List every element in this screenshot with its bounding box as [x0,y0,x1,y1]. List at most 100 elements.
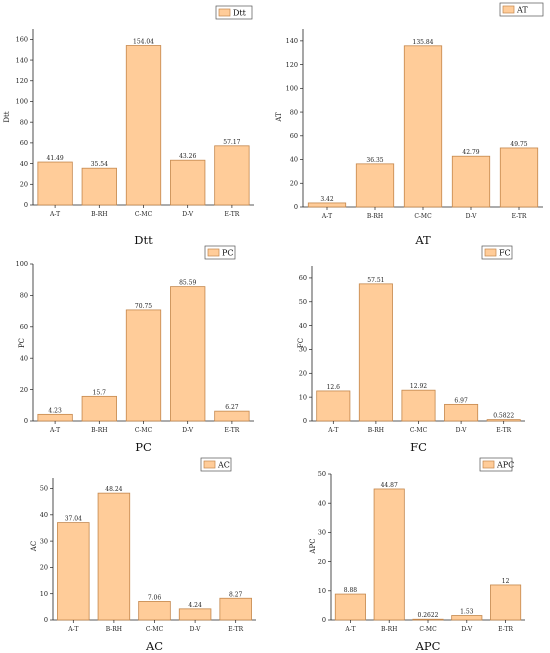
y-tick-label: 80 [20,292,28,300]
y-tick-label: 50 [40,485,48,493]
y-tick-label: 50 [299,298,307,306]
x-tick-label: C-MC [146,626,164,633]
y-axis-title: FC [297,338,305,348]
y-tick-label: 40 [290,156,298,164]
y-tick-label: 60 [290,132,298,140]
bar-a-t [37,413,73,422]
legend: AT [499,2,544,17]
x-tick-label: D-V [466,213,478,220]
bar-b-rh [373,488,405,621]
data-label: 0.2622 [418,612,439,619]
data-label: 6.27 [225,404,239,411]
x-tick-label: E-TR [512,213,527,220]
y-tick-label: 100 [16,98,28,106]
legend: AC [200,457,232,472]
y-tick-label: 0 [44,616,48,624]
bar-a-t [37,161,73,206]
data-label: 4.24 [188,602,202,609]
data-label: 57.17 [223,139,240,146]
x-tick-label: E-TR [224,427,239,434]
data-label: 44.87 [381,482,398,489]
y-axis-title: PC [18,338,26,348]
y-tick-label: 40 [20,354,28,362]
bar-d-v [178,608,212,621]
data-label: 3.42 [320,196,334,203]
bar-c-mc [125,45,162,206]
bar-d-v [170,159,206,206]
legend-label: AT [516,6,528,15]
data-label: 37.04 [65,516,82,523]
y-tick-label: 20 [318,558,326,566]
x-tick-label: C-MC [414,213,432,220]
x-tick-label: E-TR [496,427,511,434]
x-tick-label: A-T [49,427,60,434]
legend-swatch [482,460,495,469]
y-tick-label: 0 [24,417,28,425]
bar-b-rh [358,283,393,422]
x-tick-label: A-T [67,626,78,633]
data-label: 42.79 [462,149,479,156]
data-label: 8.88 [344,587,358,594]
chart-caption: AC [145,639,163,653]
y-tick-label: 60 [20,139,28,147]
legend: PC [204,245,236,260]
chart-panel-fc: 0 10 20 30 40 50 60 A-T 12.6 B-RH 57.51 C-MC 12.92 D-… [297,245,525,454]
legend-swatch [203,460,216,469]
data-label: 48.24 [105,486,122,493]
x-tick-label: D-V [182,427,194,434]
bar-c-mc [412,618,444,621]
x-tick-label: B-RH [381,626,397,633]
y-tick-label: 100 [286,85,298,93]
data-label: 49.75 [510,141,527,148]
chart-panel-at: 0 20 40 60 80 100 120 140 A-T 3.42 B-RH 36.35 C-MC 13… [275,2,544,247]
chart-caption: APC [415,639,441,653]
y-tick-label: 50 [318,470,326,478]
x-tick-label: C-MC [410,427,428,434]
y-axis-title: AT [275,112,283,123]
data-label: 4.23 [48,407,62,414]
bar-e-tr [214,145,250,206]
y-tick-label: 140 [16,56,28,64]
bar-e-tr [486,419,521,422]
data-label: 35.54 [91,161,108,168]
data-label: 57.51 [367,277,384,284]
bar-b-rh [355,163,395,208]
bar-c-mc [403,45,443,208]
bar-b-rh [81,395,117,422]
x-tick-label: D-V [190,626,202,633]
y-tick-label: 40 [299,322,307,330]
x-tick-label: A-T [49,211,60,218]
bar-c-mc [401,389,436,422]
y-axis-title: Dtt [3,111,11,122]
y-tick-label: 20 [20,180,28,188]
bar-b-rh [81,167,117,206]
x-tick-label: A-T [327,427,338,434]
y-tick-label: 80 [20,118,28,126]
y-axis-title: APC [309,538,317,554]
data-label: 12.92 [410,383,427,390]
x-tick-label: A-T [321,213,332,220]
bar-c-mc [138,601,171,621]
legend-label: APC [496,461,514,470]
x-tick-label: D-V [456,427,468,434]
y-tick-label: 20 [20,386,28,394]
data-label: 36.35 [366,157,383,164]
y-tick-label: 160 [16,36,28,44]
y-axis-title: AC [30,541,38,552]
legend-label: AC [217,461,230,470]
legend-swatch [502,5,515,14]
x-tick-label: E-TR [498,626,513,633]
bar-a-t [316,390,351,422]
x-tick-label: C-MC [135,427,153,434]
data-label: 135.84 [413,39,434,46]
legend: FC [481,245,513,260]
bar-e-tr [490,584,522,621]
y-tick-label: 30 [40,537,48,545]
y-tick-label: 0 [24,201,28,209]
data-label: 12.6 [327,384,341,391]
x-tick-label: C-MC [135,211,153,218]
x-tick-label: D-V [182,211,194,218]
x-tick-label: B-RH [368,427,384,434]
y-tick-label: 10 [40,590,48,598]
y-tick-label: 40 [318,499,326,507]
